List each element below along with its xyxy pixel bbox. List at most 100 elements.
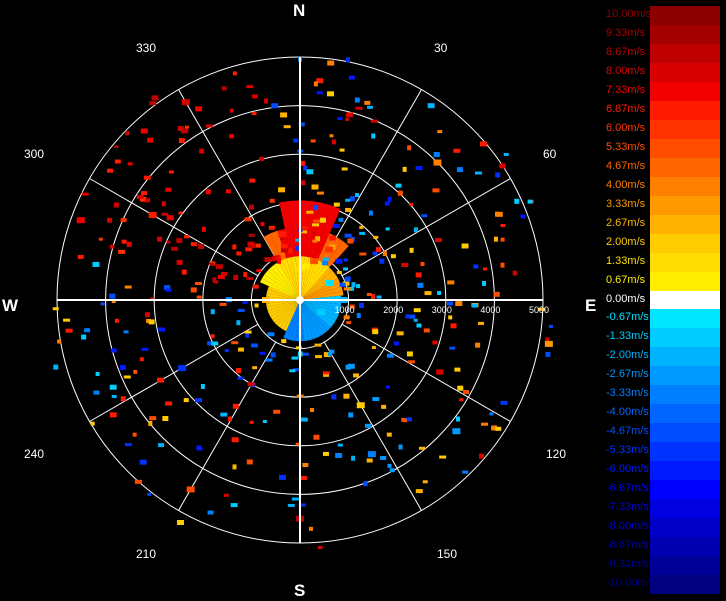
velocity-cell <box>344 276 351 282</box>
velocity-cell <box>215 264 223 270</box>
legend-entry: 9.33m/s <box>604 24 724 44</box>
velocity-cell <box>252 366 258 370</box>
velocity-cell <box>275 255 280 259</box>
velocity-cell <box>270 352 276 358</box>
velocity-cell <box>300 417 308 422</box>
velocity-cell <box>356 284 361 289</box>
legend-entry: 5.33m/s <box>604 138 724 158</box>
legend-entry: -7.33m/s <box>604 499 724 519</box>
velocity-cell <box>164 285 171 291</box>
velocity-cell <box>325 279 334 286</box>
velocity-cell <box>76 217 85 224</box>
velocity-cell <box>415 489 423 494</box>
velocity-cell <box>473 264 479 269</box>
velocity-cell <box>194 281 202 285</box>
velocity-cell <box>289 369 296 373</box>
legend-entry: 2.67m/s <box>604 214 724 234</box>
velocity-cell <box>254 303 259 308</box>
velocity-cell <box>92 261 100 267</box>
legend-entry: -10.00m/s <box>604 575 724 595</box>
velocity-cell <box>233 274 239 280</box>
core-sector <box>270 300 300 320</box>
legend-swatch <box>650 271 720 291</box>
velocity-cell <box>110 244 115 249</box>
velocity-cell <box>338 217 344 222</box>
velocity-cell <box>407 360 415 364</box>
velocity-cell <box>147 137 154 143</box>
velocity-cell <box>452 428 461 435</box>
velocity-cell <box>302 226 309 230</box>
velocity-cell <box>455 416 460 422</box>
velocity-cell <box>503 152 509 156</box>
legend-entry: -8.00m/s <box>604 518 724 538</box>
velocity-cell <box>114 318 119 323</box>
velocity-cell <box>322 261 329 266</box>
velocity-cell <box>249 420 254 424</box>
velocity-cell <box>313 219 321 223</box>
legend-entry: 0.00m/s <box>604 290 724 310</box>
velocity-cell <box>280 248 288 253</box>
legend-swatch <box>650 138 720 158</box>
velocity-cell <box>260 222 265 227</box>
velocity-cell <box>390 254 396 259</box>
velocity-cell <box>331 394 337 400</box>
range-label-2000: 2000 <box>383 305 403 315</box>
velocity-cell <box>398 444 403 450</box>
velocity-cell <box>345 364 351 370</box>
velocity-cell <box>166 215 174 221</box>
velocity-cell <box>220 412 228 417</box>
velocity-cell <box>471 303 478 308</box>
velocity-cell <box>246 459 253 465</box>
velocity-cell <box>224 349 229 353</box>
velocity-cell <box>478 453 484 459</box>
velocity-returns <box>52 56 553 550</box>
velocity-cell <box>190 287 197 293</box>
velocity-cell <box>306 210 314 214</box>
velocity-cell <box>299 180 306 186</box>
legend-swatch <box>650 347 720 367</box>
core-sector <box>268 300 300 318</box>
velocity-cell <box>111 299 116 304</box>
velocity-core <box>260 200 349 342</box>
radar-origin <box>296 296 304 304</box>
velocity-cell <box>331 139 336 145</box>
velocity-cell <box>401 262 409 267</box>
velocity-cell <box>148 319 155 325</box>
velocity-cell <box>372 329 379 335</box>
range-label-1000: 1000 <box>335 305 355 315</box>
velocity-cell <box>382 250 387 256</box>
velocity-cell <box>371 133 376 139</box>
velocity-cell <box>231 341 239 345</box>
velocity-cell <box>133 369 138 374</box>
legend-label: -6.00m/s <box>606 463 649 476</box>
core-sector <box>300 300 340 317</box>
velocity-cell <box>342 281 350 286</box>
velocity-cell <box>157 377 165 383</box>
velocity-cell <box>366 293 372 297</box>
velocity-cell <box>141 191 148 196</box>
velocity-cell <box>496 211 503 217</box>
velocity-cell <box>482 280 487 286</box>
velocity-cell <box>527 199 533 204</box>
core-sector <box>286 257 300 300</box>
legend-swatch <box>650 62 720 82</box>
legend-label: 10.00m/s <box>606 8 652 20</box>
velocity-cell <box>132 432 137 437</box>
velocity-cell <box>439 455 447 459</box>
legend-label: -8.67m/s <box>606 539 649 552</box>
velocity-cell <box>351 455 356 461</box>
velocity-cell <box>287 503 295 507</box>
velocity-cell <box>387 463 392 468</box>
velocity-cell <box>90 421 95 426</box>
legend-label: -0.67m/s <box>606 311 649 324</box>
velocity-cell <box>278 231 287 238</box>
velocity-cell <box>295 442 300 446</box>
velocity-cell <box>247 241 255 247</box>
velocity-cell <box>259 351 266 355</box>
velocity-cell <box>409 203 414 207</box>
velocity-cell <box>283 125 291 129</box>
legend-label: 2.00m/s <box>606 235 646 248</box>
velocity-cell <box>339 282 346 287</box>
legend-swatch <box>650 290 720 310</box>
velocity-cell <box>544 340 553 347</box>
